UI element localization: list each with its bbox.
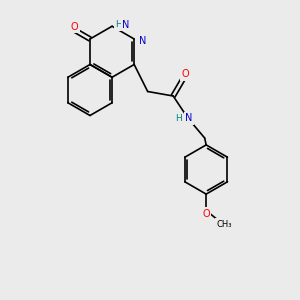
Text: N: N [122,20,130,30]
Text: O: O [202,208,210,219]
Text: N: N [185,113,193,124]
Text: CH₃: CH₃ [216,220,232,229]
Text: H: H [175,114,182,123]
Text: O: O [70,22,78,32]
Text: N: N [139,35,146,46]
Text: H: H [115,20,122,29]
Text: O: O [182,69,189,80]
